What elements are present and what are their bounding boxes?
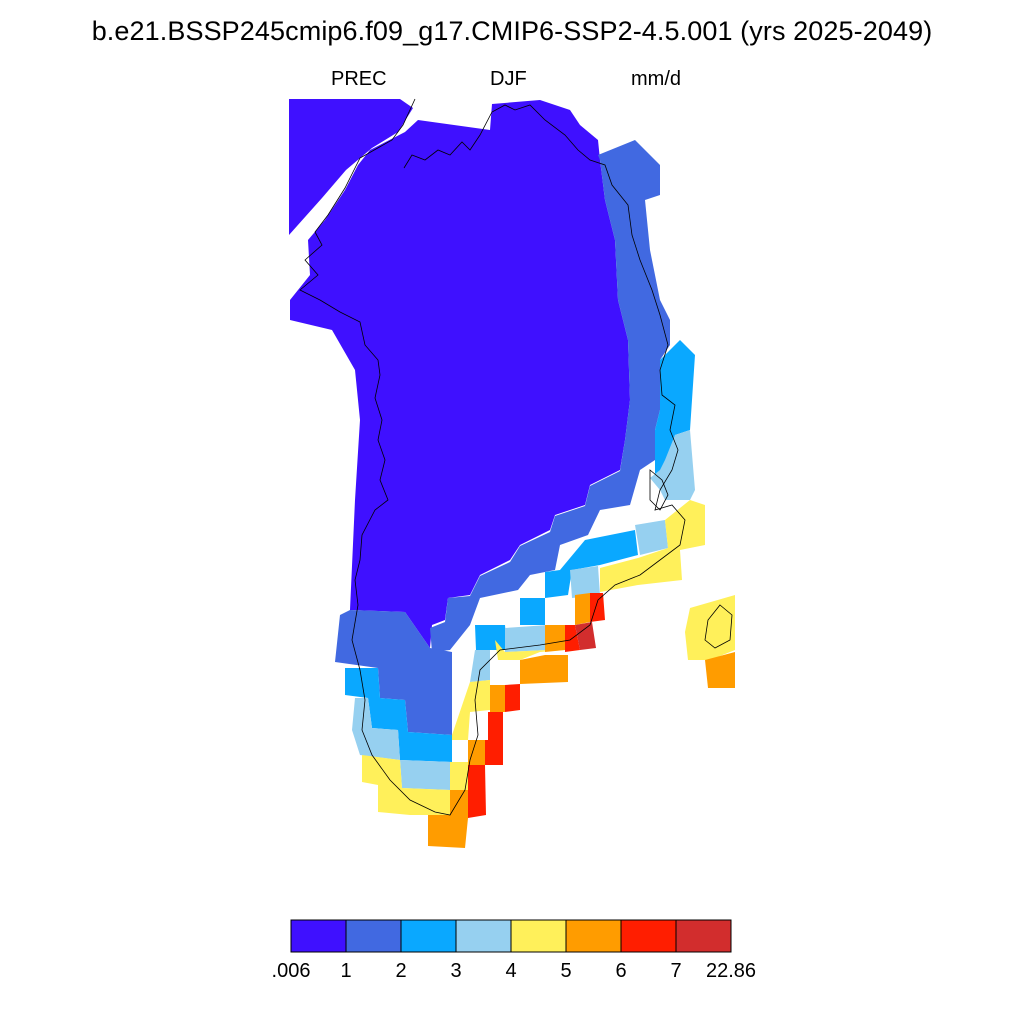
- coastline: [649, 469, 669, 511]
- precip-class-6-region: [428, 790, 468, 848]
- colorbar-tick-label: 7: [670, 960, 682, 982]
- precip-class-6-region: [545, 625, 565, 652]
- season-label: DJF: [490, 68, 527, 90]
- colorbar-tick-label: 4: [505, 960, 517, 982]
- precip-class-5-region: [600, 500, 705, 592]
- precip-class-3-region: [345, 668, 452, 762]
- precip-class-3-region: [545, 530, 638, 598]
- precip-class-6-region: [468, 685, 505, 765]
- precip-class-7-region: [565, 593, 605, 652]
- precip-class-8-region: [575, 622, 596, 650]
- colorbar-swatch: [400, 919, 457, 953]
- colorbar-tick-label: 1: [340, 960, 352, 982]
- colorbar-tick-label: 5: [560, 960, 572, 982]
- colorbar-swatch: [675, 919, 732, 953]
- coastline: [704, 604, 733, 649]
- colorbar-swatch: [620, 919, 677, 953]
- colorbar-swatch: [455, 919, 512, 953]
- colorbar-swatch: [345, 919, 402, 953]
- colorbar-swatch: [565, 919, 622, 953]
- variable-label: PREC: [331, 68, 387, 90]
- precip-class-2-region: [430, 140, 670, 652]
- precip-class-3-region: [475, 598, 545, 650]
- precip-class-1-region: [289, 99, 413, 235]
- precip-class-4-region: [352, 698, 452, 790]
- precip-class-6-region: [520, 593, 590, 684]
- precip-class-6-region: [705, 652, 735, 688]
- precip-class-2-region: [335, 610, 452, 735]
- precip-class-7-region: [485, 684, 520, 765]
- colorbar-tick-label: 6: [615, 960, 627, 982]
- coastline: [299, 98, 686, 816]
- units-label: mm/d: [631, 68, 681, 90]
- figure-title: b.e21.BSSP245cmip6.f09_g17.CMIP6-SSP2-4.…: [91, 16, 933, 46]
- colorbar-tick-label: 2: [395, 960, 407, 982]
- precip-class-5-region: [362, 755, 468, 815]
- colorbar-swatch: [510, 919, 567, 953]
- precip-class-3-region: [655, 340, 695, 475]
- colorbar-tick-label: .006: [271, 960, 311, 982]
- colorbar-swatch: [290, 919, 347, 953]
- colorbar-tick-label: 22.86: [705, 960, 757, 982]
- precip-class-4-region: [650, 430, 695, 500]
- precip-class-7-region: [468, 765, 486, 818]
- precip-class-1-region: [290, 100, 630, 648]
- precip-class-4-region: [570, 520, 668, 598]
- precip-class-4-region: [470, 625, 548, 682]
- precip-class-5-region: [452, 680, 490, 740]
- colorbar-tick-label: 3: [450, 960, 462, 982]
